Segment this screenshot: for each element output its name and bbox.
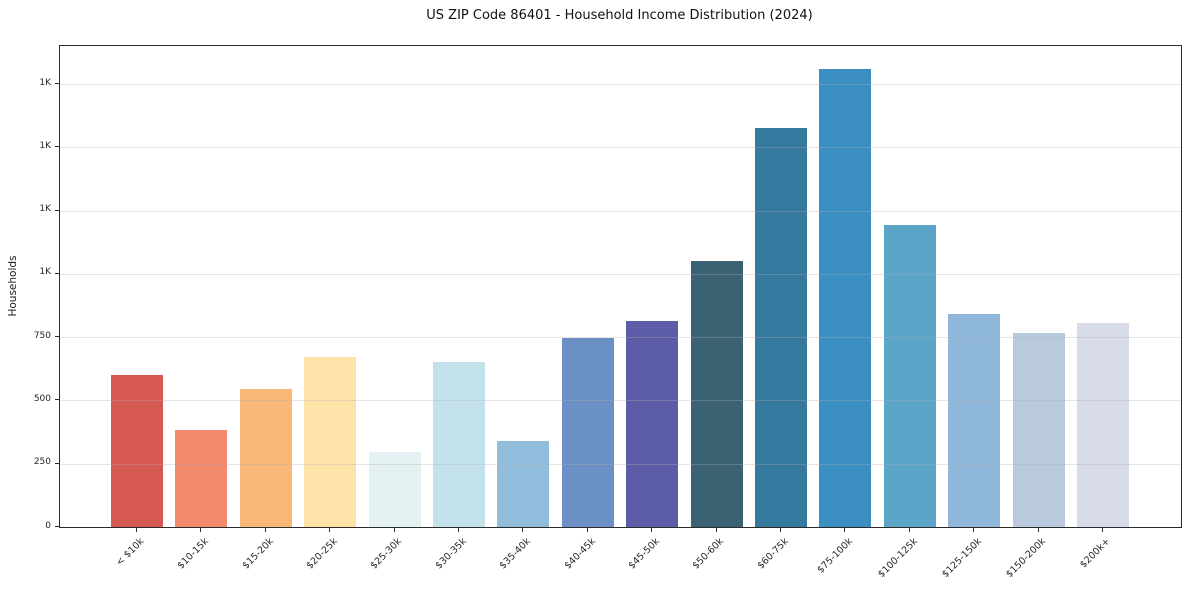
gridline	[60, 210, 1181, 212]
y-tick	[55, 399, 59, 401]
bar	[175, 429, 228, 527]
bar	[561, 338, 614, 527]
bar	[433, 362, 485, 527]
x-tick-label-text: < $10k	[114, 536, 147, 569]
x-tick	[651, 528, 653, 532]
x-tick-label-text: $30-35k	[433, 536, 469, 572]
x-tick	[1037, 528, 1039, 532]
x-tick	[393, 528, 395, 532]
x-tick	[136, 528, 137, 532]
bar	[239, 389, 292, 527]
x-tick	[908, 528, 910, 532]
x-tick-label-text: $10-15k	[175, 536, 212, 572]
y-tick-label: 0	[45, 520, 51, 531]
gridline	[60, 463, 1181, 465]
x-tick-label-text: $150-200k	[1004, 536, 1049, 581]
x-tick	[715, 528, 717, 532]
bar	[304, 357, 357, 527]
x-tick-label-text: $35-40k	[497, 536, 534, 572]
x-tick	[264, 528, 266, 532]
x-tick-label-text: $20-25k	[304, 536, 340, 572]
y-tick	[55, 526, 59, 527]
plot-area	[59, 45, 1182, 528]
x-tick-label-text: $50-60k	[690, 536, 727, 572]
x-tick	[458, 528, 459, 532]
chart-title: US ZIP Code 86401 - Household Income Dis…	[426, 8, 813, 23]
x-tick	[522, 528, 524, 532]
gridline	[60, 400, 1181, 402]
y-tick-label: 1K	[39, 267, 51, 278]
x-tick-label-text: $75-100k	[815, 536, 856, 576]
gridline	[60, 83, 1181, 85]
x-tick	[844, 528, 846, 532]
x-tick	[780, 528, 781, 532]
bar	[626, 320, 679, 527]
y-tick-label: 500	[33, 393, 51, 404]
y-tick	[55, 83, 59, 84]
y-tick-label: 250	[33, 457, 51, 468]
bar	[819, 68, 872, 527]
gridline	[60, 147, 1181, 149]
bar	[1012, 333, 1065, 527]
bar	[948, 314, 1001, 527]
x-tick-label-text: $125-150k	[939, 536, 984, 581]
bar	[368, 452, 421, 527]
y-tick-label: 1K	[39, 77, 51, 88]
bar	[497, 440, 550, 527]
y-tick-label: 1K	[39, 140, 51, 151]
y-tick-label: 750	[33, 330, 51, 341]
bar	[755, 128, 807, 527]
y-tick	[55, 272, 59, 274]
x-tick	[973, 528, 975, 532]
y-tick	[55, 146, 59, 148]
bar	[883, 224, 936, 527]
x-tick	[586, 528, 588, 532]
gridline	[60, 273, 1181, 275]
x-tick-label-text: $45-50k	[626, 536, 662, 572]
y-tick	[55, 209, 59, 211]
x-tick	[1102, 528, 1103, 532]
bar	[690, 261, 743, 527]
y-axis-label: Households	[7, 255, 19, 317]
gridline	[60, 337, 1181, 339]
x-tick-label-text: $40-45k	[562, 536, 598, 572]
x-tick-label-text: $60-75k	[755, 536, 791, 572]
x-tick	[200, 528, 202, 532]
x-tick	[329, 528, 331, 532]
y-tick-label: 1K	[39, 204, 51, 215]
x-tick-label-text: $25-30k	[368, 536, 405, 572]
y-tick	[55, 336, 59, 338]
bar	[1077, 323, 1129, 527]
x-tick-label-text: $100-125k	[875, 536, 920, 581]
x-tick-label-text: $200k+	[1078, 536, 1113, 571]
bar	[111, 375, 163, 527]
y-tick	[55, 462, 59, 464]
x-tick-label-text: $15-20k	[240, 536, 276, 572]
